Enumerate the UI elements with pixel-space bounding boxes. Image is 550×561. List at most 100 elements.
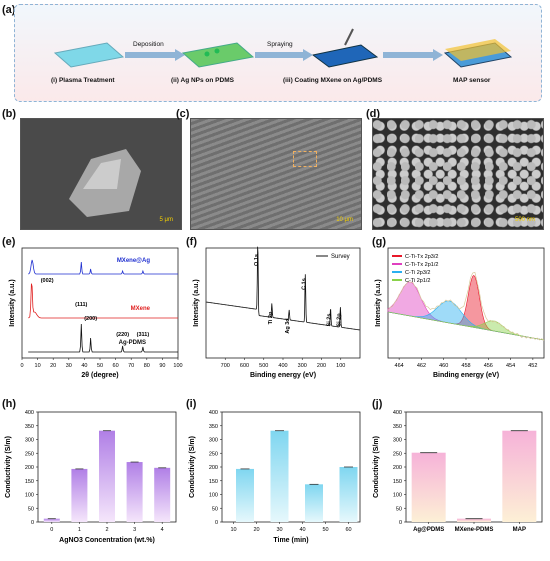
x-axis-label: AgNO3 Concentration (wt.%) [59, 537, 155, 544]
legend-label: C-Ti-Tx 2p1/2 [405, 262, 438, 268]
x-tick-label: 100 [336, 363, 345, 369]
y-axis-label: Conductivity (S/m) [373, 436, 380, 498]
y-axis-label: Conductivity (S/m) [5, 436, 12, 498]
bar [71, 468, 88, 522]
panel-label-e: (e) [2, 236, 16, 248]
x-tick-label: 50 [97, 363, 103, 369]
y-tick-label: 350 [25, 424, 34, 430]
y-tick-label: 150 [393, 479, 402, 485]
x-tick-label: 452 [528, 363, 537, 369]
y-tick-label: 200 [393, 465, 402, 471]
panel-label-a: (a) [2, 4, 16, 16]
bar [457, 518, 491, 522]
x-tick-label: 1 [78, 527, 81, 533]
panel-label-h: (h) [2, 398, 17, 410]
bar [99, 430, 115, 522]
y-tick-label: 200 [25, 465, 34, 471]
x-tick-label: 30 [66, 363, 72, 369]
y-tick-label: 350 [393, 424, 402, 430]
x-tick-label: 4 [161, 527, 164, 533]
peak-label: C 1s [301, 278, 307, 290]
series-label: MXene@Ag [117, 258, 151, 264]
x-tick-label: 20 [50, 363, 56, 369]
y-axis-label: Intensity (a.u.) [9, 279, 16, 326]
y-tick-label: 0 [215, 520, 218, 526]
chart-j: 0 50 100 150 200 250 300 350 400 Conductivity (S/… [373, 410, 543, 533]
y-tick-label: 250 [393, 451, 402, 457]
fabrication-flow: Deposition Spraying (i) Plasma Treatment… [14, 4, 542, 102]
bar [502, 430, 537, 522]
peak-label: Ag 3d [285, 318, 291, 333]
step-3: (iii) Coating MXene on Ag/PDMS [283, 77, 383, 84]
pdms-film-2 [181, 42, 255, 68]
peak-label: Ti 2p [268, 311, 274, 324]
y-tick-label: 250 [25, 451, 34, 457]
legend-label: Survey [331, 254, 350, 260]
peak-label: Si 2p [336, 313, 342, 327]
y-tick-label: 400 [25, 410, 34, 416]
panel-label-c: (c) [176, 108, 190, 120]
peak-label: (311) [137, 332, 150, 338]
panel-label-b: (b) [2, 108, 17, 120]
panel-label-d: (d) [366, 108, 381, 120]
xrd-trace [28, 283, 178, 319]
plot-frame [21, 247, 179, 359]
peak-label: (220) [116, 332, 129, 338]
x-tick-label: MXene-PDMS [455, 527, 494, 533]
chart-i: 0 50 100 150 200 250 300 350 400 Conductivity (S/… [189, 410, 361, 544]
step-2: (ii) Ag NPs on PDMS [171, 77, 234, 84]
x-tick-label: 90 [159, 363, 165, 369]
x-tick-label: 0 [50, 527, 53, 533]
y-tick-label: 100 [393, 493, 402, 499]
series-label: MXene [131, 306, 151, 312]
x-tick-label: 0 [20, 363, 23, 369]
sensor-layer [445, 39, 511, 61]
x-tick-label: 100 [173, 363, 182, 369]
plot-frame [205, 247, 361, 359]
sem-image-c: 10 μm [190, 118, 362, 230]
bar [154, 467, 171, 522]
bar [236, 468, 254, 522]
y-tick-label: 50 [212, 506, 218, 512]
x-tick-label: 40 [299, 527, 305, 533]
x-tick-label: Ag@PDMS [413, 527, 444, 533]
x-axis-label: Time (min) [273, 537, 308, 544]
x-tick-label: 3 [133, 527, 136, 533]
x-tick-label: 300 [298, 363, 307, 369]
pdms-film-3 [311, 44, 379, 68]
ag-dot-1 [204, 51, 210, 57]
x-tick-label: 464 [395, 363, 404, 369]
bar [43, 518, 60, 522]
pdms-film-1 [53, 42, 125, 68]
x-tick-label: 458 [461, 363, 470, 369]
chart-f: 700 600 500 400 300 200 100 Binding energy (eV)… [193, 246, 361, 379]
y-axis-label: Intensity (a.u.) [193, 279, 200, 326]
y-tick-label: 0 [31, 520, 34, 526]
bar [339, 467, 358, 522]
step-1: (i) Plasma Treatment [51, 77, 115, 84]
bar [411, 452, 446, 522]
y-tick-label: 250 [209, 451, 218, 457]
legend-label: C-Ti-Tx 2p3/2 [405, 254, 438, 260]
x-tick-label: 456 [484, 363, 493, 369]
series-label: Ag-PDMS [119, 340, 146, 346]
y-axis-label: Conductivity (S/m) [189, 436, 196, 498]
x-tick-label: 30 [276, 527, 282, 533]
zoom-box [293, 151, 317, 167]
x-tick-label: MAP [513, 527, 526, 533]
x-axis-label: 2θ (degree) [81, 372, 118, 379]
xps-trace [205, 246, 361, 331]
x-tick-label: 460 [439, 363, 448, 369]
chart-g: 464 462 460 458 456 454 452 Binding energy (eV)… [375, 247, 545, 379]
panel-label-g: (g) [372, 236, 387, 248]
bar [305, 484, 323, 522]
y-tick-label: 200 [209, 465, 218, 471]
bar [270, 430, 289, 522]
x-tick-label: 600 [240, 363, 249, 369]
xrd-trace [28, 259, 178, 275]
y-tick-label: 100 [25, 493, 34, 499]
scale-bar-d: 500 nm [514, 217, 535, 223]
y-axis-label: Intensity (a.u.) [375, 279, 382, 326]
x-axis-label: Binding energy (eV) [250, 372, 316, 379]
x-tick-label: 2 [105, 527, 108, 533]
